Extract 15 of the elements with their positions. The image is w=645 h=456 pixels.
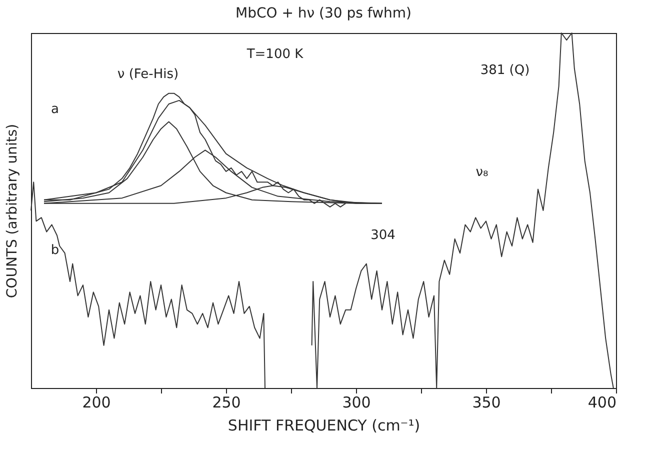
annotation: a	[51, 102, 59, 117]
annotation: ν₈	[476, 165, 488, 180]
x-axis-title: SHIFT FREQUENCY (cm⁻¹)	[228, 416, 420, 434]
x-tick-label: 200	[82, 394, 111, 412]
annotation: ν (Fe-His)	[117, 67, 179, 82]
annotation: T=100 K	[246, 47, 304, 62]
annotation: 381 (Q)	[480, 63, 530, 78]
annotation: b	[50, 243, 60, 258]
x-tick-label: 250	[212, 394, 241, 412]
x-tick-label: 350	[472, 394, 501, 412]
x-tick-label: 300	[342, 394, 371, 412]
y-axis-title: COUNTS (arbitrary units)	[4, 124, 20, 298]
annotation: 304	[370, 228, 396, 243]
x-tick-label: 400	[588, 394, 616, 412]
chart-title: MbCO + hν (30 ps fwhm)	[236, 6, 412, 22]
